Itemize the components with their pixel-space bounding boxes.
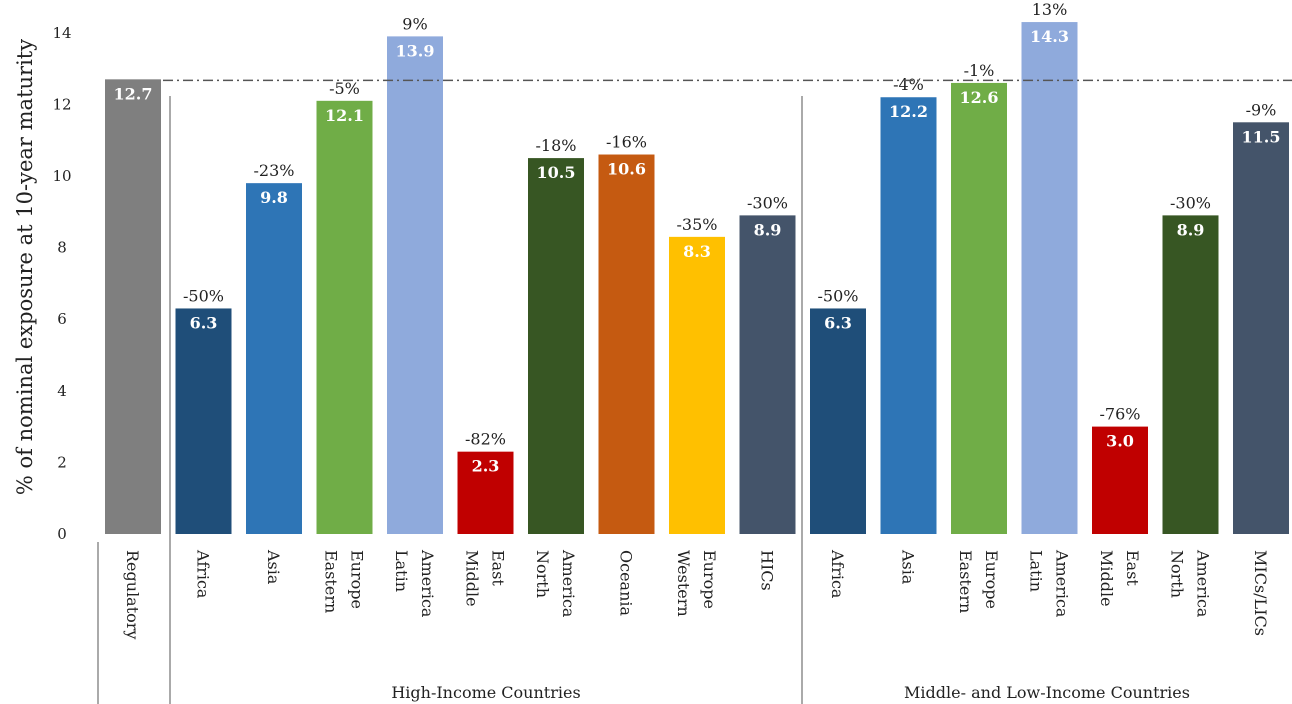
bar-change-label: -16% [606,133,647,152]
bar [880,97,937,535]
bar-change-label: -18% [536,136,577,155]
bar [175,308,232,534]
category-label: Eastern [322,550,341,613]
y-tick-label: 8 [57,239,67,257]
bar-change-label: -5% [329,79,360,98]
bar-value-label: 12.7 [114,84,153,103]
bar [387,36,443,534]
bar-change-label: -50% [183,286,224,305]
category-label: America [1053,549,1072,618]
category-label: Eastern [956,550,975,613]
category-label: Latin [1027,550,1046,592]
bar-value-label: 13.9 [396,41,435,60]
category-label: MICs/LICs [1251,550,1270,636]
category-label: America [559,549,578,618]
bar-change-label: -23% [254,161,295,180]
bar-value-label: 6.3 [190,313,218,332]
y-tick-label: 4 [57,382,67,400]
bar [528,158,584,534]
category-label: East [489,550,508,586]
y-axis: 0 2 4 6 8 10 12 14 [52,24,71,543]
y-tick-label: 0 [57,525,67,543]
category-label: Latin [392,550,411,592]
category-label: Europe [348,550,367,609]
bar-change-label: -35% [677,215,718,234]
group-dividers [97,96,803,704]
bars: 12.7 6.3 -50% 9.8 -23% 12.1 -5% 13.9 9% 2.3 -82% 10… [105,0,1289,535]
category-label: America [418,549,437,618]
bar-value-label: 14.3 [1030,27,1069,46]
bar-change-label: -30% [1170,193,1211,212]
bar-change-label: -30% [747,193,788,212]
category-label: Africa [828,549,847,599]
bar [316,100,373,534]
bar [1021,22,1078,535]
y-tick-label: 10 [52,167,71,185]
bar-value-label: 12.6 [960,88,999,107]
bar-change-label: 13% [1032,0,1068,19]
bar [598,154,655,534]
category-label: Europe [982,550,1001,609]
bar [951,82,1007,535]
bar-value-label: 8.9 [1177,220,1205,239]
category-label: Africa [194,549,213,599]
y-tick-label: 2 [57,453,67,471]
bar-value-label: 11.5 [1242,127,1281,146]
bar [105,79,161,534]
category-label: Regulatory [123,550,142,639]
y-tick-label: 14 [52,24,71,42]
bar [246,183,302,534]
group-label: High-Income Countries [391,683,580,702]
bar-value-label: 6.3 [824,313,852,332]
y-tick-label: 12 [52,95,71,113]
bar-change-label: -50% [818,286,859,305]
y-axis-label: % of nominal exposure at 10-year maturit… [13,39,37,495]
bar-value-label: 12.2 [889,102,928,121]
category-label: North [1168,550,1187,598]
category-label: East [1123,550,1142,586]
group-labels: High-Income Countries Middle- and Low-Inc… [391,683,1190,702]
bar [457,451,514,534]
bar-change-label: 9% [402,14,427,33]
category-label: Western [674,550,693,617]
bar-value-label: 12.1 [325,106,364,125]
bar-change-label: -82% [465,430,506,449]
category-labels: Regulatory Africa Asia Eastern Europe Latin Am… [123,549,1270,639]
bar [739,215,796,534]
bar-value-label: 8.9 [754,220,782,239]
bar [810,308,866,534]
bar [1162,215,1219,534]
bar-value-label: 2.3 [472,457,500,476]
bar-change-label: -9% [1246,100,1277,119]
bar-value-label: 3.0 [1106,432,1134,451]
bar [1092,426,1148,534]
bar-change-label: -1% [964,61,995,80]
category-label: Asia [264,549,283,585]
category-label: HICs [758,550,777,591]
category-label: North [533,550,552,598]
category-label: America [1194,549,1213,618]
bar-value-label: 9.8 [260,188,288,207]
bar [1233,122,1289,535]
bar-value-label: 8.3 [683,242,711,261]
category-label: Middle [463,550,482,607]
bar [669,236,725,535]
category-label: Oceania [617,550,636,617]
category-label: Middle [1097,550,1116,607]
y-tick-label: 6 [57,310,67,328]
bar-change-label: -4% [893,75,924,94]
bar-value-label: 10.6 [607,160,646,179]
group-label: Middle- and Low-Income Countries [904,683,1190,702]
bar-change-label: -76% [1100,405,1141,424]
bar-value-label: 10.5 [537,163,576,182]
category-label: Asia [899,549,918,585]
category-label: Europe [700,550,719,609]
